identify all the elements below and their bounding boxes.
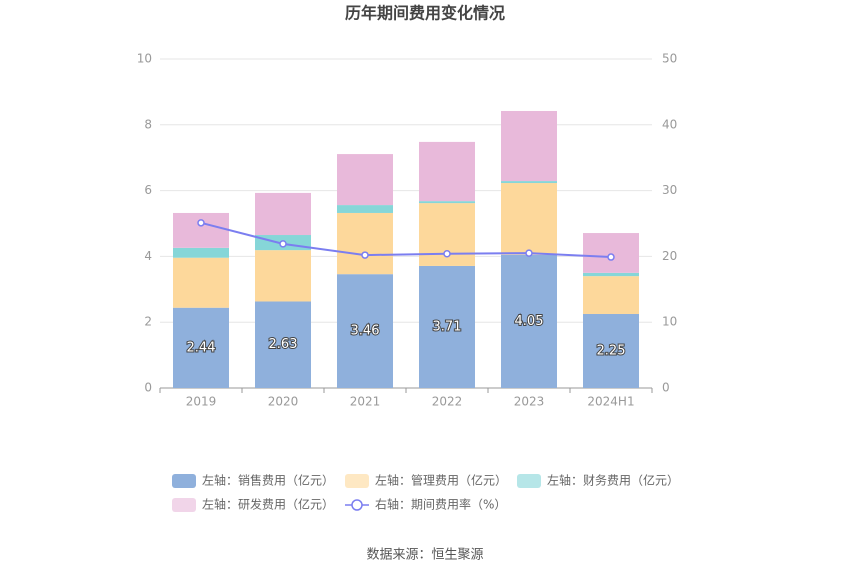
legend-swatch [172,498,196,512]
line-point [607,253,615,261]
y-tick-label: 8 [144,117,152,131]
x-tick-label: 2020 [268,395,299,409]
bar-segment [501,110,557,182]
bar-segment [501,181,557,184]
data-label: 3.71 [433,319,462,334]
data-label: 3.46 [351,324,380,339]
x-tick-label: 2023 [514,395,545,409]
y2-tick-label: 0 [662,381,670,395]
line-point [279,240,287,248]
bar-segment [501,254,557,388]
legend-label: 右轴：期间费用率（%） [375,497,506,512]
chart-title: 历年期间费用变化情况 [345,4,505,23]
bar-segment [337,154,393,206]
line-point [525,249,533,257]
bar-segment [173,212,229,248]
legend-label: 左轴：财务费用（亿元） [547,473,679,488]
bar-segment [255,192,311,236]
y2-tick-label: 40 [662,117,677,131]
legend-label: 左轴：销售费用（亿元） [202,473,334,488]
bar-segment [337,205,393,213]
bar-segment [583,313,639,388]
y2-tick-label: 20 [662,249,677,263]
bar-segment [255,250,311,302]
bar-segment [173,257,229,308]
bar-segment [583,233,639,273]
bar-segment [173,307,229,388]
line-point [361,251,369,259]
data-label: 2.25 [597,343,626,358]
data-label: 2.63 [269,337,298,352]
x-tick-label: 2024H1 [587,395,634,409]
bar-segment [337,274,393,388]
bar-segment [173,247,229,258]
legend-swatch [345,474,369,488]
bar-segment [501,183,557,255]
line-point [443,250,451,258]
legend-swatch [351,499,363,511]
bar-segment [255,301,311,388]
y-tick-label: 4 [144,249,152,263]
y2-tick-label: 50 [662,52,677,66]
legend-label: 左轴：管理费用（亿元） [375,473,507,488]
legend-swatch [172,474,196,488]
bar-segment [419,201,475,204]
x-tick-label: 2019 [186,395,217,409]
y2-tick-label: 10 [662,315,677,329]
data-label: 2.44 [187,340,216,355]
legend-swatch [517,474,541,488]
bar-segment [419,265,475,388]
y-tick-label: 6 [144,183,152,197]
legend-label: 左轴：研发费用（亿元） [202,497,334,512]
bar-segment [583,276,639,314]
y2-tick-label: 30 [662,183,677,197]
x-tick-label: 2022 [432,395,463,409]
bar-segment [419,141,475,202]
y-tick-label: 10 [137,52,152,66]
bar-segment [583,272,639,277]
y-tick-label: 0 [144,381,152,395]
bar-segment [337,212,393,275]
y-tick-label: 2 [144,315,152,329]
x-tick-label: 2021 [350,395,381,409]
line-point [197,219,205,227]
data-label: 4.05 [515,314,544,329]
source: 数据来源：恒生聚源 [366,548,483,563]
line [200,221,612,259]
